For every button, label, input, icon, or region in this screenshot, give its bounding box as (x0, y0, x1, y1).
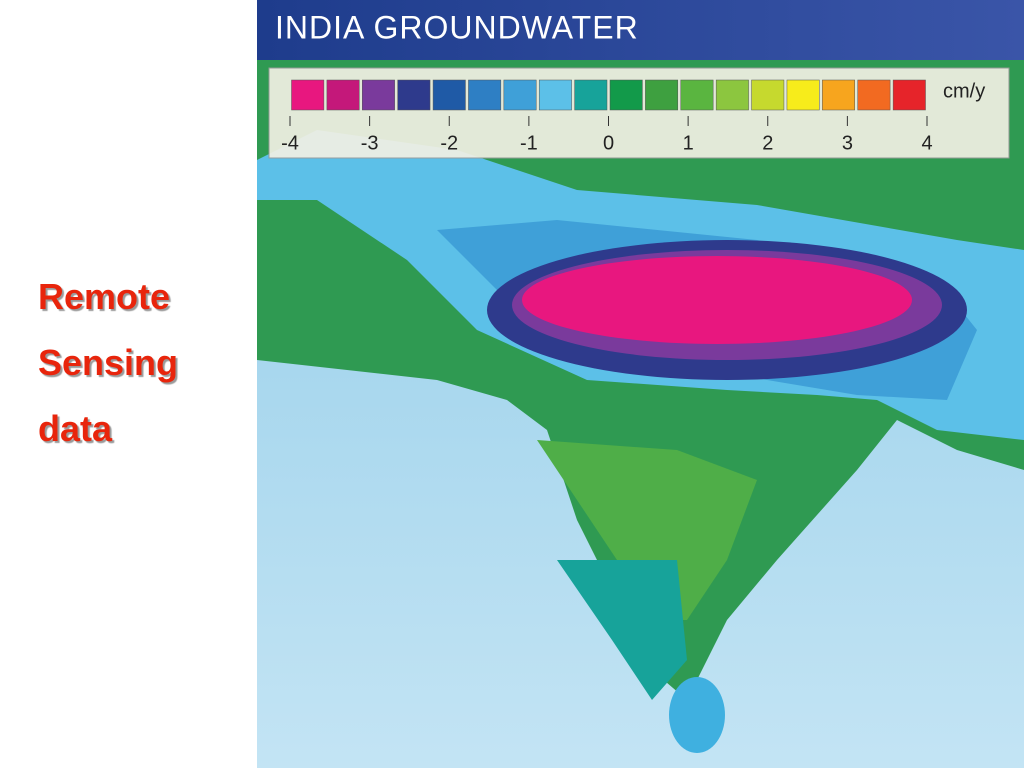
legend-tick-label: -4 (281, 132, 299, 154)
legend-tick-label: 2 (762, 132, 773, 154)
legend-tick-label: 4 (921, 132, 932, 154)
legend-tick-label: -2 (440, 132, 458, 154)
color-swatch (892, 79, 926, 111)
land-zone (557, 560, 687, 700)
color-swatch (609, 79, 643, 111)
legend-tick-label: -3 (361, 132, 379, 154)
color-swatch (857, 79, 891, 111)
color-swatch (291, 79, 325, 111)
color-swatch (822, 79, 855, 111)
slide-text: Sensing (38, 342, 179, 383)
color-swatch (645, 79, 679, 111)
title-bar (257, 0, 1024, 60)
land-zone (537, 440, 757, 620)
color-swatch (326, 79, 360, 111)
map-title: INDIA GROUNDWATER (275, 9, 639, 45)
color-swatch (715, 79, 749, 111)
color-swatch (786, 79, 820, 111)
color-swatch (680, 79, 714, 111)
color-swatch (538, 79, 572, 111)
color-swatch (397, 79, 431, 111)
color-swatch (503, 79, 537, 111)
legend-tick-label: 3 (842, 132, 853, 154)
color-swatch (432, 79, 466, 111)
color-swatch (468, 79, 502, 111)
color-swatch (574, 79, 608, 111)
map: INDIA GROUNDWATER cm/y -4 -3 -2 -1 0 1 2 3 4 (257, 0, 1024, 768)
legend-tick-label: 1 (683, 132, 694, 154)
legend-unit: cm/y (943, 80, 985, 102)
color-swatch (751, 79, 785, 111)
island (669, 677, 725, 753)
slide-text: data (38, 408, 113, 449)
legend-tick-label: 0 (603, 132, 614, 154)
depletion-zone (522, 256, 912, 344)
color-swatch (362, 79, 395, 111)
legend-tick-label: -1 (520, 132, 538, 154)
text-panel: Remote Sensing data (0, 0, 257, 768)
slide-text: Remote (38, 276, 171, 317)
